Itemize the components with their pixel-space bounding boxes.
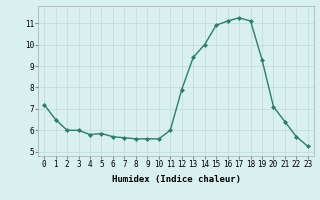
X-axis label: Humidex (Indice chaleur): Humidex (Indice chaleur) — [111, 175, 241, 184]
